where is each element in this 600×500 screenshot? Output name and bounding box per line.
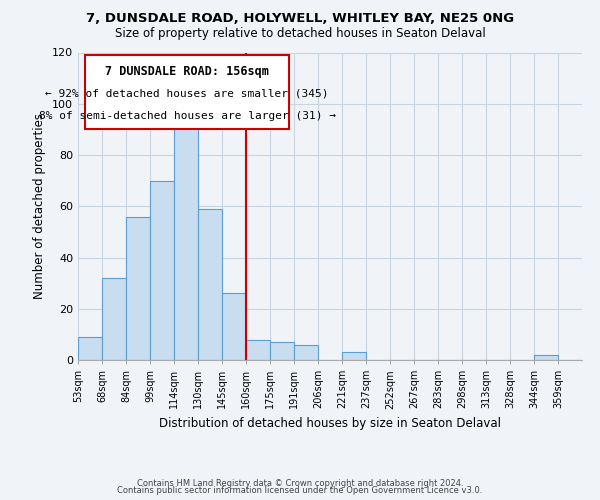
Y-axis label: Number of detached properties: Number of detached properties (34, 114, 46, 299)
Text: ← 92% of detached houses are smaller (345): ← 92% of detached houses are smaller (34… (46, 88, 329, 99)
Bar (102, 278, 126, 360)
Bar (222, 294, 246, 360)
Bar (246, 340, 270, 360)
FancyBboxPatch shape (85, 55, 289, 130)
Bar (534, 355, 558, 360)
Text: 8% of semi-detached houses are larger (31) →: 8% of semi-detached houses are larger (3… (39, 112, 336, 122)
Text: 7, DUNSDALE ROAD, HOLYWELL, WHITLEY BAY, NE25 0NG: 7, DUNSDALE ROAD, HOLYWELL, WHITLEY BAY,… (86, 12, 514, 26)
Bar (174, 104, 198, 360)
Bar (342, 352, 366, 360)
X-axis label: Distribution of detached houses by size in Seaton Delaval: Distribution of detached houses by size … (159, 417, 501, 430)
Bar (270, 342, 294, 360)
Text: Contains public sector information licensed under the Open Government Licence v3: Contains public sector information licen… (118, 486, 482, 495)
Text: Size of property relative to detached houses in Seaton Delaval: Size of property relative to detached ho… (115, 28, 485, 40)
Bar (126, 216, 150, 360)
Bar (294, 344, 318, 360)
Bar (198, 209, 222, 360)
Text: 7 DUNSDALE ROAD: 156sqm: 7 DUNSDALE ROAD: 156sqm (105, 66, 269, 78)
Bar (150, 180, 174, 360)
Text: Contains HM Land Registry data © Crown copyright and database right 2024.: Contains HM Land Registry data © Crown c… (137, 478, 463, 488)
Bar (78, 337, 102, 360)
